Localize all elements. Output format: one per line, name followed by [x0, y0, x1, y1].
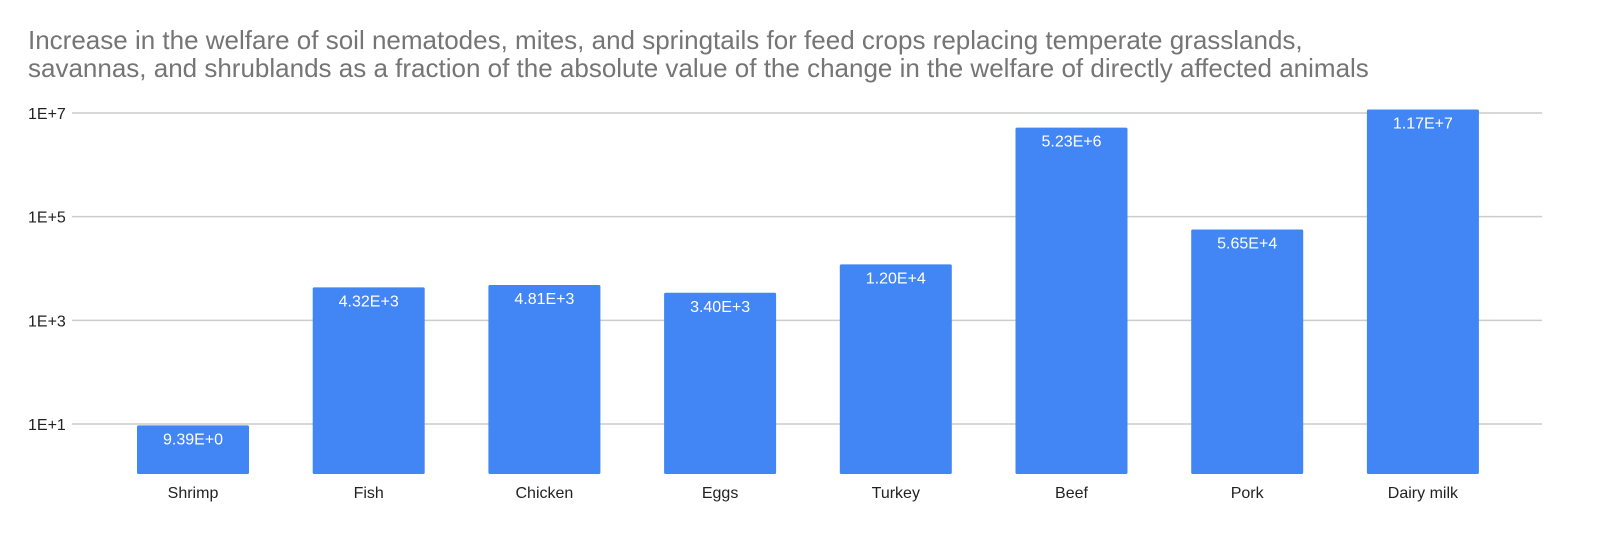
- x-tick-label: Chicken: [515, 485, 573, 502]
- x-axis-ticks: Shrimp Fish Chicken Eggs Turkey Beef Pork Dairy…: [168, 485, 1459, 502]
- gridlines: [72, 113, 1542, 424]
- data-label: 1.20E+4: [866, 270, 926, 287]
- bar-fish: [313, 287, 425, 474]
- bar-pork: [1191, 230, 1303, 474]
- data-label: 5.65E+4: [1217, 236, 1277, 253]
- x-tick-label: Beef: [1055, 485, 1088, 502]
- y-tick-label: 1E+1: [28, 417, 66, 434]
- x-tick-label: Shrimp: [168, 485, 219, 502]
- data-label: 1.17E+7: [1393, 115, 1453, 132]
- bars: [137, 109, 1479, 474]
- x-tick-label: Pork: [1231, 485, 1265, 502]
- bar-dairy-milk: [1367, 109, 1479, 474]
- data-label: 5.23E+6: [1041, 134, 1101, 151]
- bar-eggs: [664, 293, 776, 474]
- x-tick-label: Fish: [354, 485, 384, 502]
- bar-turkey: [840, 264, 952, 474]
- data-label: 4.32E+3: [339, 293, 399, 310]
- data-label: 9.39E+0: [163, 431, 223, 448]
- x-tick-label: Turkey: [872, 485, 920, 502]
- x-tick-label: Eggs: [702, 485, 738, 502]
- bar-chicken: [488, 285, 600, 474]
- y-tick-label: 1E+5: [28, 210, 66, 227]
- data-label: 4.81E+3: [514, 291, 574, 308]
- x-tick-label: Dairy milk: [1388, 485, 1459, 502]
- y-tick-label: 1E+7: [28, 106, 66, 123]
- data-label: 3.40E+3: [690, 299, 750, 316]
- bar-beef: [1016, 128, 1128, 474]
- y-tick-label: 1E+3: [28, 313, 66, 330]
- y-axis-ticks: 1E+1 1E+3 1E+5 1E+7: [28, 106, 66, 434]
